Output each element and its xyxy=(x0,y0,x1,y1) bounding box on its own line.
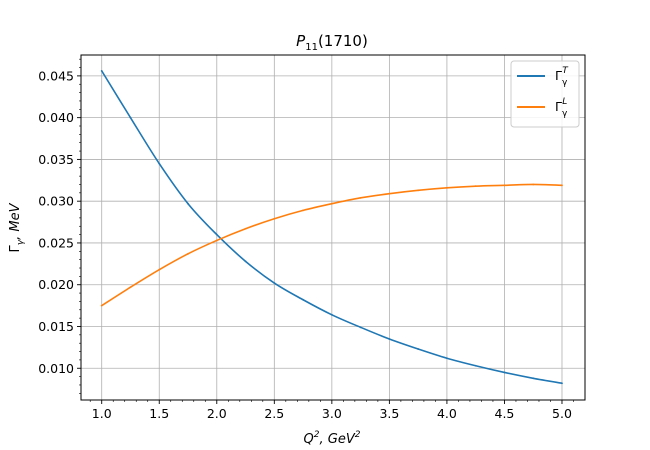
data-point xyxy=(388,338,391,340)
data-point xyxy=(244,260,247,263)
data-point xyxy=(129,286,132,289)
data-point xyxy=(359,196,362,199)
data-point xyxy=(187,202,189,205)
legend: ΓγT ΓγL xyxy=(510,60,580,128)
y-tick-label: 0.035 xyxy=(38,152,74,167)
data-point xyxy=(417,348,420,350)
y-tick-label: 0.025 xyxy=(38,235,74,250)
data-point xyxy=(215,239,218,242)
x-tick-label: 2.5 xyxy=(264,406,284,421)
series-layer xyxy=(100,69,563,385)
data-point xyxy=(302,209,304,212)
data-point xyxy=(302,298,304,301)
x-tick-label: 5.0 xyxy=(552,406,572,421)
data-point xyxy=(446,357,448,360)
data-point xyxy=(273,282,276,284)
legend-box xyxy=(510,60,580,128)
data-point xyxy=(532,183,535,186)
x-tick-label: 2.0 xyxy=(207,406,227,421)
data-point xyxy=(129,116,132,119)
ticks: 1.0 1.5 2.0 2.5 3.0 3.5 4.0 4.5 5.0 0.010 0.015 0.0… xyxy=(38,58,574,421)
y-axis-label: Γγ, MeV xyxy=(8,202,26,252)
x-tick-label: 3.5 xyxy=(379,406,399,421)
x-tick-label: 1.5 xyxy=(149,406,169,421)
y-tick-label: 0.040 xyxy=(38,110,74,125)
data-point xyxy=(244,227,247,230)
data-point xyxy=(158,268,161,271)
data-point xyxy=(503,184,506,187)
legend-label-gamma-t: ΓγT xyxy=(555,66,569,88)
data-point xyxy=(359,326,362,329)
data-point xyxy=(561,382,563,385)
data-point xyxy=(388,192,391,195)
data-point xyxy=(330,202,333,205)
x-axis-label: Q2, GeV2 xyxy=(304,430,361,447)
data-point xyxy=(561,184,563,187)
y-tick-label: 0.030 xyxy=(38,194,74,209)
data-point xyxy=(158,162,161,165)
data-point xyxy=(100,304,103,307)
data-point xyxy=(187,252,189,255)
data-point xyxy=(503,371,506,374)
x-tick-label: 4.0 xyxy=(437,406,457,421)
data-point xyxy=(446,186,448,189)
y-tick-label: 0.010 xyxy=(38,361,74,376)
data-point xyxy=(474,185,477,188)
data-point xyxy=(417,189,420,192)
data-point xyxy=(100,69,103,72)
data-point xyxy=(215,233,218,236)
plot-frame xyxy=(80,54,586,401)
data-point xyxy=(474,364,477,367)
y-tick-label: 0.015 xyxy=(38,319,74,334)
data-point xyxy=(330,313,333,316)
y-tick-label: 0.020 xyxy=(38,277,74,292)
x-tick-label: 1.0 xyxy=(92,406,112,421)
x-tick-label: 3.0 xyxy=(322,406,342,421)
x-tick-label: 4.5 xyxy=(495,406,515,421)
data-point xyxy=(532,377,535,380)
y-tick-label: 0.045 xyxy=(38,68,74,83)
legend-label-gamma-l: ΓγL xyxy=(555,97,568,119)
chart-title: P11(1710) xyxy=(296,32,368,53)
data-point xyxy=(273,217,276,220)
